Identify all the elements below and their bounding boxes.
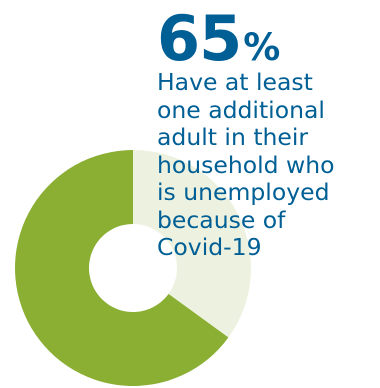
stat-unit: % bbox=[243, 26, 281, 69]
caption-line: Covid-19 bbox=[157, 233, 262, 261]
donut-slice-highlight bbox=[15, 150, 229, 386]
stat-number: 65 bbox=[157, 2, 242, 75]
caption-line: household who bbox=[157, 150, 335, 179]
caption-line: adult in their bbox=[157, 123, 309, 151]
donut-slice-remainder bbox=[133, 150, 251, 338]
stat-caption: Have at least one additional adult in th… bbox=[157, 68, 377, 262]
caption-line: one additional bbox=[157, 95, 325, 124]
caption-line: is unemployed bbox=[157, 178, 330, 206]
headline-stat: 65% bbox=[157, 8, 280, 70]
caption-line: Have at least bbox=[157, 68, 313, 96]
caption-line: because of bbox=[157, 205, 286, 234]
